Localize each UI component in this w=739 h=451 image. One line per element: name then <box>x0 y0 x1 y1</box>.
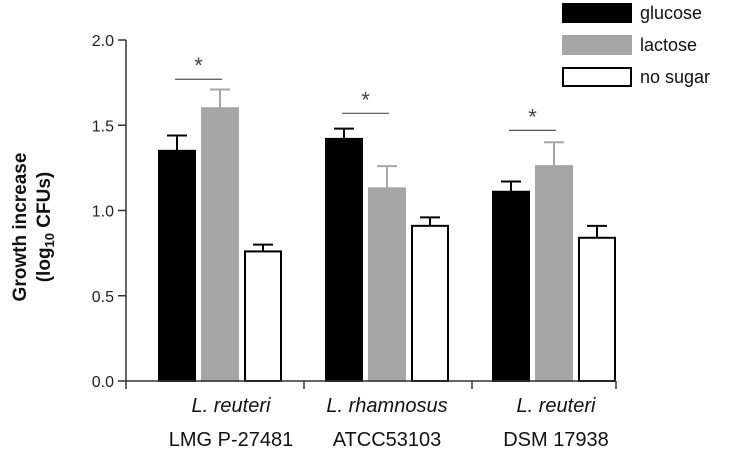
category-strain-label: LMG P-27481 <box>169 429 294 451</box>
legend-label: glucose <box>640 3 702 23</box>
y-tick-label: 1.0 <box>92 204 114 221</box>
y-axis-title-line2: (log10 CFUs) <box>34 172 57 283</box>
y-tick-label: 0.5 <box>92 289 114 306</box>
significance-star: * <box>361 87 370 112</box>
bar-lactose <box>201 107 239 382</box>
bar-no-sugar <box>411 224 449 382</box>
legend-swatch-glucose <box>562 3 632 23</box>
bar-no-sugar <box>244 250 282 382</box>
legend-label: no sugar <box>640 67 710 87</box>
y-axis-title: Growth increase (log10 CFUs) <box>10 153 57 302</box>
legend-label: lactose <box>640 35 697 55</box>
y-tick-label: 0.0 <box>92 374 114 391</box>
y-axis-title-suffix: CFUs) <box>34 172 55 233</box>
legend-swatch-lactose <box>562 35 632 55</box>
bar-glucose <box>325 137 363 382</box>
bar-glucose <box>158 149 196 382</box>
bar-glucose <box>492 190 530 382</box>
y-axis: 0.0 0.5 1.0 1.5 2.0 <box>92 33 127 391</box>
bar-lactose <box>368 187 406 382</box>
y-axis-title-prefix: (log <box>34 247 55 282</box>
significance-markers: * * * <box>175 53 556 131</box>
significance-star: * <box>528 104 537 129</box>
legend: glucose lactose no sugar <box>562 3 710 87</box>
y-tick-label: 2.0 <box>92 33 114 50</box>
y-tick-label: 1.5 <box>92 118 114 135</box>
legend-swatch-no-sugar <box>562 67 632 87</box>
category-species-label: L. rhamnosus <box>326 395 447 417</box>
x-axis: L. reuteri LMG P-27481 L. rhamnosus ATCC531… <box>125 380 617 451</box>
y-axis-title-subscript: 10 <box>42 233 57 247</box>
y-axis-title-line1: Growth increase <box>10 153 31 302</box>
significance-star: * <box>194 53 203 78</box>
category-strain-label: ATCC53103 <box>333 429 442 451</box>
bar-lactose <box>535 165 573 382</box>
bar-no-sugar <box>578 236 616 382</box>
category-species-label: L. reuteri <box>192 395 271 417</box>
category-strain-label: DSM 17938 <box>503 429 609 451</box>
category-species-label: L. reuteri <box>517 395 596 417</box>
bars <box>158 88 616 382</box>
